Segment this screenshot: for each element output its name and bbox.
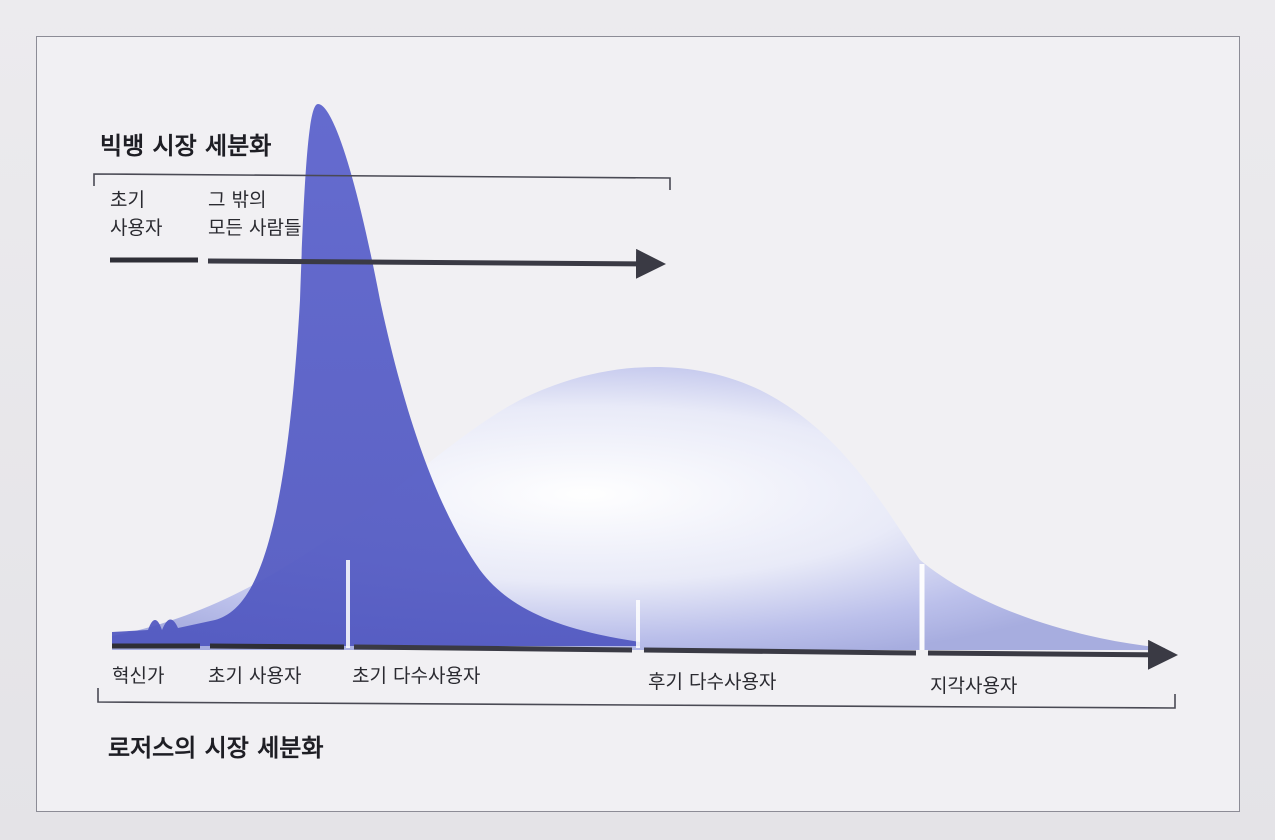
- everyone-else-label-line1: 그 밖의: [208, 189, 267, 211]
- bigbang-spike-curve: [112, 104, 640, 646]
- early-users-label-line2: 사용자: [110, 217, 163, 239]
- everyone-else-label-line2: 모든 사람들: [208, 217, 302, 239]
- everyone-else-arrow: [207, 248, 666, 279]
- axis-segment-early-majority: [353, 644, 633, 653]
- axis-segment-laggards-arrow: [927, 639, 1178, 670]
- bigbang-bracket: [93, 173, 671, 190]
- axis-segment-early-adopters: [209, 643, 345, 650]
- axis-segment-late-majority: [643, 647, 917, 656]
- early-users-label-line1: 초기: [110, 189, 145, 211]
- rogers-bracket: [97, 688, 1176, 709]
- bigbang-title: 빅뱅 시장 세분화: [100, 132, 272, 160]
- rogers-title: 로저스의 시장 세분화: [108, 734, 324, 762]
- segment-label-laggards: 지각사용자: [930, 675, 1018, 697]
- segment-label-late-majority: 후기 다수사용자: [648, 671, 777, 693]
- segment-label-early-majority: 초기 다수사용자: [352, 665, 481, 687]
- segment-label-innovators: 혁신가: [112, 665, 165, 687]
- segment-label-early-adopters: 초기 사용자: [208, 665, 302, 687]
